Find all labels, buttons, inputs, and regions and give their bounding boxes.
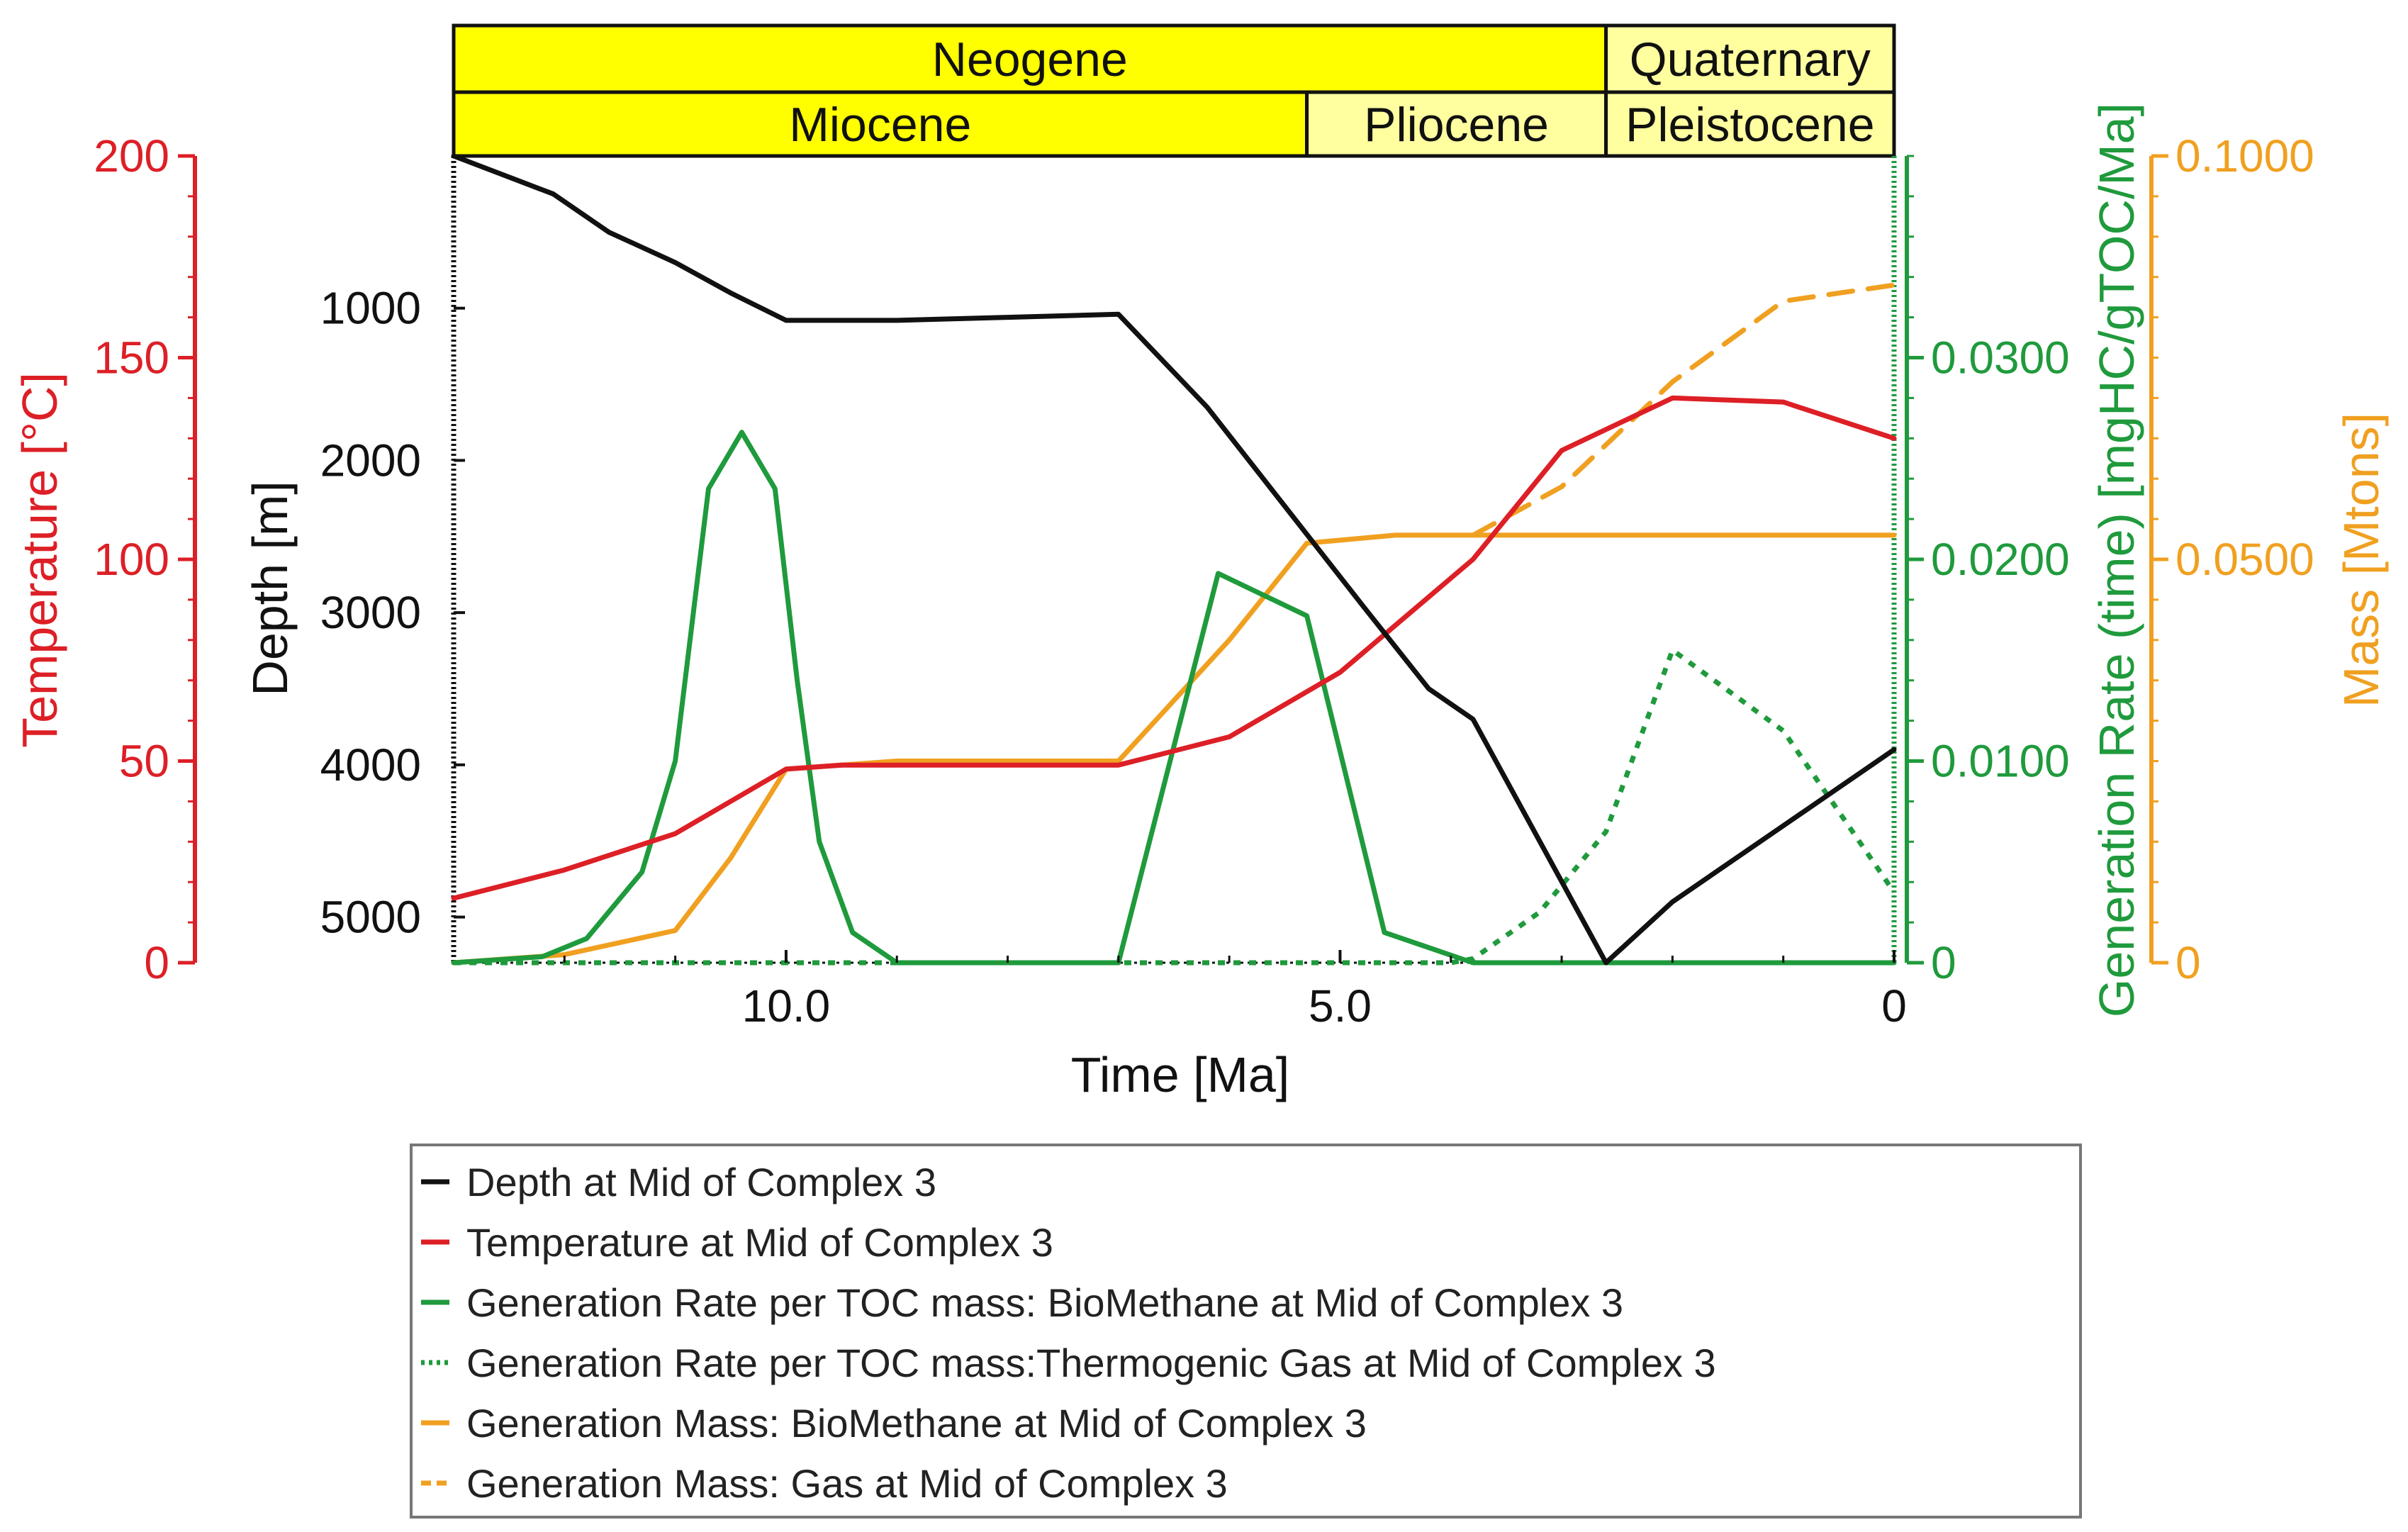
rate-tick-label-0: 0 [1931, 937, 1956, 988]
x-tick-label-1: 5.0 [1309, 980, 1372, 1031]
temperature-axis: 0 50 100 150 200 [94, 130, 197, 988]
legend-label-2: Generation Rate per TOC mass: BioMethane… [466, 1280, 1623, 1325]
period-label-0: Neogene [932, 33, 1128, 86]
gas-mass-line [1470, 282, 1897, 538]
geologic-time-band: Neogene Quaternary Miocene Pliocene Pleistoc… [452, 23, 1896, 158]
legend-label-3: Generation Rate per TOC mass:Thermogenic… [466, 1341, 1716, 1385]
period-label-1: Quaternary [1630, 33, 1871, 86]
legend-label-4: Generation Mass: BioMethane at Mid of Co… [466, 1401, 1367, 1446]
legend-label-1: Temperature at Mid of Complex 3 [466, 1220, 1053, 1265]
biomethane-mass-line [451, 532, 1897, 966]
legend-label-5: Generation Mass: Gas at Mid of Complex 3 [466, 1461, 1228, 1506]
temperature-line [451, 395, 1897, 901]
thermogenic-rate-line [454, 647, 1896, 966]
epoch-label-0: Miocene [789, 98, 971, 152]
depth-tick-label-2: 3000 [320, 587, 421, 638]
period-cell-1 [1604, 23, 1896, 94]
temperature-tick-label-0: 0 [144, 937, 169, 988]
temperature-tick-label-3: 150 [94, 332, 169, 384]
depth-line [451, 153, 1897, 966]
period-cell-0 [452, 23, 1608, 94]
legend-label-0: Depth at Mid of Complex 3 [466, 1160, 936, 1204]
epoch-label-1: Pliocene [1364, 98, 1549, 152]
depth-axis: 1000 2000 3000 4000 5000 [320, 283, 465, 943]
x-tick-label-0: 10.0 [742, 980, 831, 1031]
depth-tick-label-1: 2000 [320, 435, 421, 486]
legend: Depth at Mid of Complex 3 Temperature at … [410, 1144, 2082, 1519]
epoch-cell-0 [452, 90, 1309, 158]
x-tick-label-2: 0 [1881, 980, 1907, 1031]
temperature-tick-label-2: 100 [94, 534, 169, 585]
legend-box [410, 1144, 2082, 1519]
temperature-tick-label-4: 200 [94, 130, 169, 181]
rate-tick-label-1: 0.0100 [1931, 736, 2070, 787]
rate-tick-label-2: 0.0200 [1931, 534, 2070, 585]
temperature-axis-title: Temperature [°C] [12, 372, 67, 748]
epoch-cell-2 [1604, 90, 1896, 158]
depth-tick-label-4: 5000 [320, 892, 421, 943]
mass-tick-label-0: 0 [2175, 937, 2201, 988]
depth-tick-label-3: 4000 [320, 739, 421, 790]
rate-tick-label-3: 0.0300 [1931, 332, 2070, 384]
temperature-tick-label-1: 50 [119, 736, 169, 787]
generation-rate-axis-title: Generation Rate (time) [mgHC/gTOC/Ma] [2089, 103, 2144, 1017]
mass-axis-title: Mass [Mtons] [2334, 413, 2389, 708]
biomethane-rate-line [451, 430, 1897, 966]
x-axis: 10.0 5.0 0 [563, 950, 1907, 1031]
epoch-label-2: Pleistocene [1625, 98, 1875, 152]
depth-axis-title: Depth [m] [242, 481, 298, 695]
mass-tick-label-2: 0.1000 [2175, 130, 2314, 181]
x-axis-title: Time [Ma] [1071, 1047, 1290, 1102]
generation-rate-axis: 0 0.0100 0.0200 0.0300 [1905, 155, 2070, 988]
depth-tick-label-0: 1000 [320, 283, 421, 334]
mass-axis: 0 0.0500 0.1000 [2149, 130, 2314, 988]
mass-tick-label-1: 0.0500 [2175, 534, 2314, 585]
series-layer [451, 153, 1897, 966]
plot-frame [451, 156, 1897, 964]
